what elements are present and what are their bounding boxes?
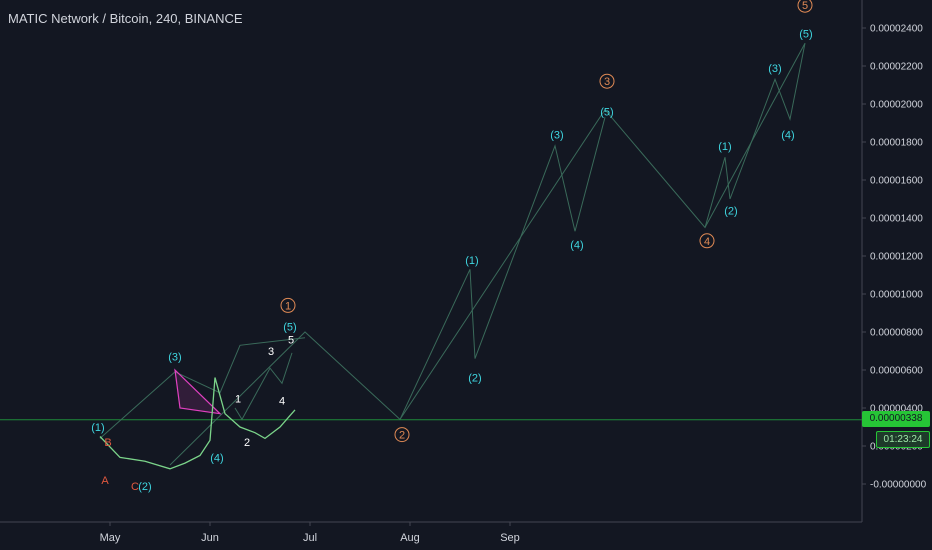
bar-countdown-timer: 01:23:24 [876,431,930,448]
major-wave-circle [599,73,615,89]
wave-label-minor: (2) [468,373,481,385]
x-tick-label: Jul [303,532,317,544]
wave-label-major: 4 [704,236,710,248]
wave-label-sub: 5 [288,335,294,347]
price-axis[interactable]: 0.00002400 0.00002200 0.00002000 0.00001800… [862,24,927,491]
wave-label-major: 5 [802,0,808,12]
wave-label-major: 2 [399,430,405,442]
wave-label-minor: (5) [283,321,296,333]
wave-label-major: 3 [604,76,610,88]
wave-label-minor: (5) [799,29,812,41]
wave-label-abc: B [104,437,111,449]
major-wave-circle [394,427,410,443]
current-price-tag: 0.00000338 [862,411,930,427]
x-tick-label: Jun [201,532,219,544]
y-tick-label: 0.00002200 [870,62,923,73]
wave-label-sub: 4 [279,395,285,407]
wave-path [399,117,606,420]
wave-label-sub: 3 [268,346,274,358]
wave-label-sub: 2 [244,437,250,449]
y-tick-label: 0.00002400 [870,24,923,35]
y-tick-label: 0.00001800 [870,138,923,149]
wave-label-minor: (1) [465,255,478,267]
wave-label-minor: (5) [600,107,613,119]
x-tick-label: Sep [500,532,520,544]
price-series [99,377,296,470]
major-wave-circle [280,297,296,313]
x-tick-label: May [100,532,121,544]
y-tick-label: 0.00000400 [870,404,923,415]
major-wave-circle [699,233,715,249]
chart-title: MATIC Network / Bitcoin, 240, BINANCE [8,11,243,26]
y-tick-label: 0.00001600 [870,176,923,187]
major-wave-circle [797,0,813,13]
y-tick-label: 0.00000800 [870,328,923,339]
triangle-pattern [174,368,222,415]
wave-annotations: (1)BA C (2)(3)(4)12345(5)12(1)(2)(3)(4)(5)… [91,0,813,493]
y-tick-label: 0.00001000 [870,290,923,301]
wave-label-abc: C [131,481,139,493]
y-tick-label: -0.00000000 [870,480,927,491]
wave-label-minor: (1) [91,422,104,434]
wave-label-major: 1 [285,300,291,312]
wave-label-minor: (3) [168,352,181,364]
wave-path [704,43,806,228]
wave-label-minor: (4) [210,452,223,464]
wave-label-sub: 1 [235,394,241,406]
x-tick-label: Aug [400,532,420,544]
y-tick-label: 0.00001200 [870,252,923,263]
wave-label-abc: A [101,475,109,487]
time-axis[interactable]: May Jun Jul Aug Sep [100,522,520,544]
wave-lines [0,42,862,466]
wave-label-minor: (1) [718,141,731,153]
wave-label-minor: (3) [768,63,781,75]
wave-path [234,352,293,421]
y-tick-label: 0.00001400 [870,214,923,225]
price-line [99,377,296,470]
wave-path [169,42,806,466]
wave-path [99,337,306,439]
y-tick-label: 0.00000600 [870,366,923,377]
wave-label-minor: (2) [724,205,737,217]
wave-label-minor: (3) [550,129,563,141]
wave-label-minor: (4) [570,240,583,252]
y-tick-label: 0.00002000 [870,100,923,111]
wave-label-minor: (4) [781,129,794,141]
wave-label-minor: (2) [138,481,151,493]
